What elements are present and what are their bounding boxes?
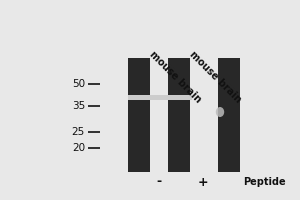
Text: mouse brain: mouse brain <box>188 49 243 104</box>
Text: Peptide: Peptide <box>243 177 286 187</box>
Bar <box>218 58 240 172</box>
Text: 20: 20 <box>72 143 85 153</box>
Text: +: + <box>198 176 208 188</box>
Text: -: - <box>156 176 162 188</box>
Bar <box>168 58 190 172</box>
Text: mouse brain: mouse brain <box>148 49 203 104</box>
Text: 25: 25 <box>72 127 85 137</box>
Bar <box>128 58 150 172</box>
Text: 35: 35 <box>72 101 85 111</box>
Text: 50: 50 <box>72 79 85 89</box>
Ellipse shape <box>216 107 224 117</box>
Bar <box>128 95 192 100</box>
